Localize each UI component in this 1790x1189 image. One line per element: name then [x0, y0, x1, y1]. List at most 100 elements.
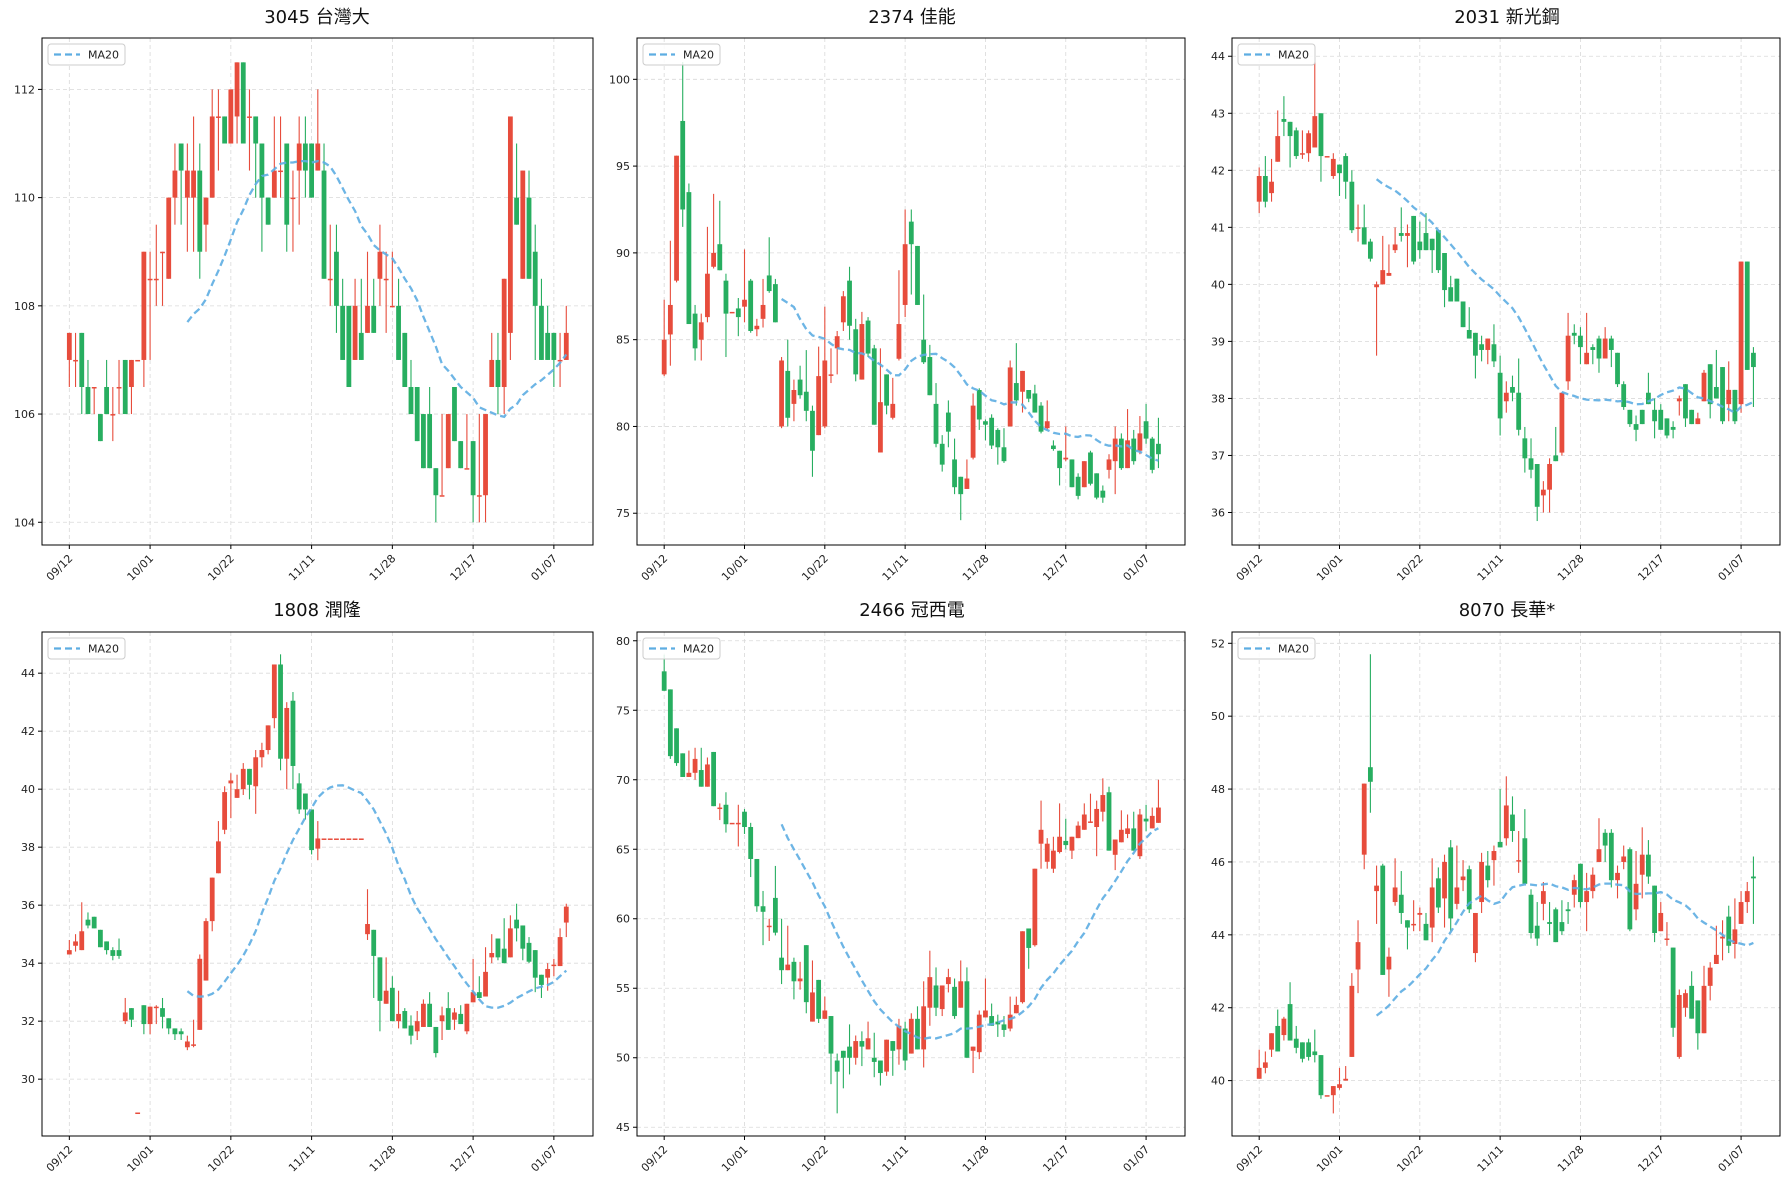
candle-body [278, 170, 283, 173]
candle-body [470, 992, 476, 1003]
candle-up [939, 985, 945, 1017]
axes-frame [41, 631, 594, 1137]
legend-label: MA20 [1278, 643, 1309, 656]
plot-area [42, 632, 593, 1136]
candle-body [1491, 344, 1497, 362]
candle-up [1639, 827, 1645, 899]
candle-body [1448, 847, 1454, 919]
x-tick-label: 10/01 [125, 1143, 157, 1175]
candle-body [1293, 1038, 1299, 1048]
candle-body [1330, 1086, 1336, 1096]
candle-down [847, 266, 852, 340]
candle-up [228, 89, 234, 144]
candle-body [915, 1018, 920, 1050]
candle-body [1137, 433, 1143, 451]
candle-body [222, 792, 228, 830]
candle-body [1417, 912, 1423, 915]
candle-up [667, 240, 673, 366]
candle-body [742, 811, 747, 828]
candle-body [433, 1026, 439, 1054]
candle-body [1094, 808, 1100, 828]
candle-body [1423, 233, 1429, 251]
candle-body [1392, 887, 1398, 903]
candle-body [352, 305, 358, 360]
candle-body [766, 925, 772, 928]
candle-up [122, 997, 128, 1025]
y-tick-label: 42 [1211, 164, 1225, 177]
candle-body [1602, 832, 1608, 846]
candle-body [1398, 233, 1404, 236]
candle-body [1063, 457, 1069, 460]
candle-down [122, 359, 128, 415]
candle-body [692, 758, 698, 773]
candle-body [1318, 113, 1324, 157]
candle-body [1578, 335, 1583, 348]
candle-body [729, 311, 735, 314]
candle-body [1658, 912, 1664, 932]
candle-down [723, 792, 729, 833]
candle-down [1435, 867, 1441, 913]
candle-up [129, 359, 134, 415]
candle-down [290, 692, 296, 790]
candle-up [1088, 793, 1093, 823]
candle-down [526, 170, 532, 279]
candle-body [327, 838, 333, 840]
candle-up [1324, 1095, 1330, 1097]
candle-body [1007, 367, 1013, 427]
candle-down [816, 979, 822, 1023]
candle-up [1256, 167, 1262, 214]
candle-body [1497, 372, 1503, 419]
y-tick-label: 41 [1211, 221, 1225, 234]
candle-down [302, 116, 308, 198]
candle-body [1380, 865, 1386, 975]
candle-body [1522, 438, 1528, 459]
candle-down [1590, 344, 1596, 365]
candle-body [840, 296, 846, 323]
candle-up [1349, 973, 1355, 1057]
candle-up [1137, 808, 1143, 859]
candle-body [1374, 284, 1379, 288]
candle-down [1726, 905, 1732, 954]
candle-body [1026, 390, 1032, 399]
candle-up [797, 961, 803, 990]
candle-up [1744, 881, 1750, 913]
candle-body [110, 950, 116, 956]
candle-body [191, 170, 196, 198]
candle-body [1269, 1033, 1274, 1050]
candle-up [1584, 312, 1590, 365]
candle-body [228, 89, 234, 144]
candle-up [1503, 381, 1509, 413]
candle-down [1491, 324, 1497, 368]
candle-down [810, 405, 815, 477]
candle-up [228, 773, 234, 819]
candle-down [495, 938, 501, 961]
candle-body [1615, 872, 1620, 881]
candle-up [1306, 130, 1312, 162]
candle-down [97, 929, 103, 948]
candle-body [1751, 876, 1756, 879]
candle-up [1386, 244, 1392, 276]
candle-body [1639, 854, 1645, 875]
candle-body [661, 339, 667, 375]
candle-down [104, 359, 110, 415]
candle-body [501, 948, 507, 964]
candle-up [1374, 865, 1379, 924]
candle-up [383, 957, 389, 1004]
candle-down [680, 61, 686, 227]
candle-body [908, 1018, 914, 1054]
x-tick-label: 10/22 [1394, 1143, 1426, 1175]
y-tick-label: 34 [21, 957, 35, 970]
candle-down [1602, 829, 1608, 862]
candle-up [779, 357, 784, 429]
candle-body [1528, 894, 1534, 934]
candle-body [371, 929, 377, 956]
candle-body [1510, 814, 1515, 831]
candle-down [1497, 789, 1503, 848]
candle-down [1380, 863, 1386, 975]
candle-body [197, 958, 203, 1030]
candle-body [1615, 352, 1620, 385]
candle-up [1380, 235, 1386, 285]
candle-body [1057, 836, 1062, 853]
candle-up [1615, 865, 1620, 899]
candle-up [1081, 803, 1087, 830]
